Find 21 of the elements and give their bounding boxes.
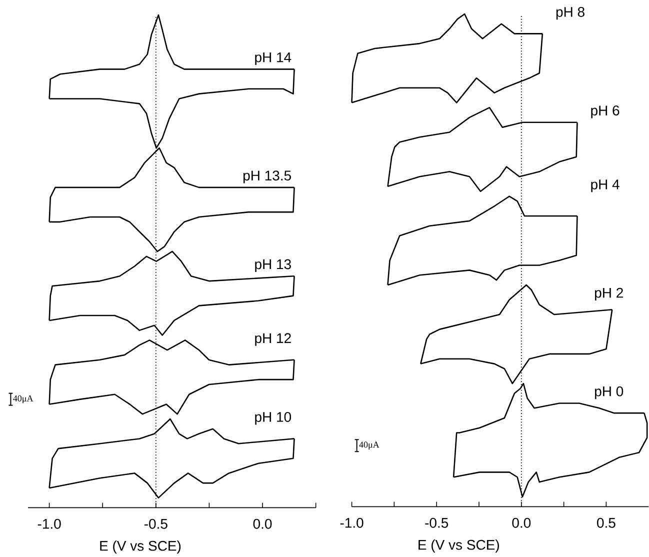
x-tick-label: -0.5 <box>425 518 448 528</box>
x-tick-label: -0.5 <box>144 518 168 529</box>
series-label: pH 4 <box>591 180 620 192</box>
x-axis-title: E (V vs SCE) <box>100 540 181 554</box>
series-label: pH 14 <box>255 52 292 66</box>
x-tick-label: -1.0 <box>38 518 61 529</box>
series-label: pH 2 <box>595 288 623 301</box>
series-label: pH 10 <box>255 412 292 425</box>
x-tick-label: 0.5 <box>597 518 616 528</box>
series-label: pH 13 <box>255 259 291 272</box>
x-tick-label: 0.0 <box>253 518 272 529</box>
x-axis-title: E (V vs SCE) <box>418 540 499 553</box>
x-tick-label: 0.0 <box>512 518 531 528</box>
x-tick-label: -1.0 <box>340 518 364 528</box>
annotation: 40μA <box>13 395 34 404</box>
series-label: pH 6 <box>591 106 620 118</box>
annotation: 40μA <box>359 442 380 450</box>
series-label: pH 0 <box>595 386 624 400</box>
series-label: pH 12 <box>255 333 291 346</box>
series-label: pH 13.5 <box>243 170 291 184</box>
series-label: pH 8 <box>556 7 584 20</box>
